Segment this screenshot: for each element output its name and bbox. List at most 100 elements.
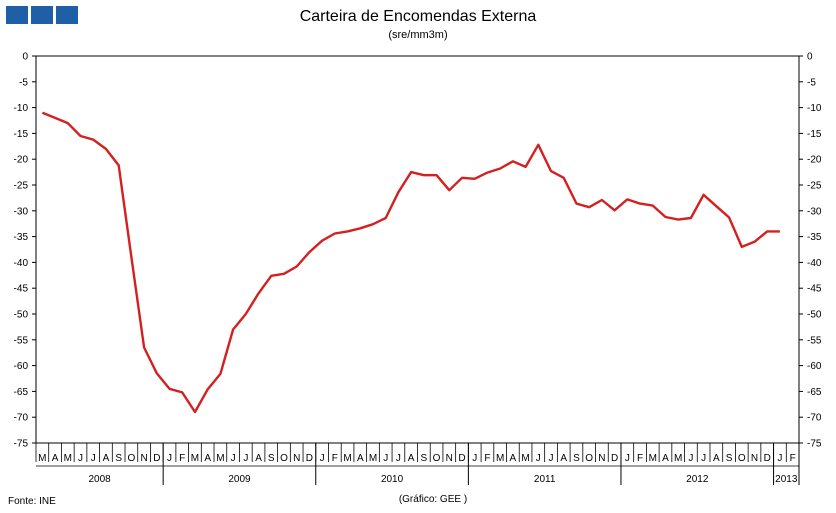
x-year-label: 2013 [775, 474, 798, 485]
x-month-label: A [255, 453, 262, 464]
y-tick-label-right: -10 [807, 103, 822, 114]
logo-square [6, 6, 28, 24]
x-month-label: M [38, 453, 46, 464]
x-year-label: 2012 [686, 474, 709, 485]
x-month-label: O [280, 453, 288, 464]
y-tick-label-left: -65 [14, 387, 29, 398]
x-month-label: S [268, 453, 275, 464]
x-month-label: M [191, 453, 199, 464]
chart-subtitle: (sre/mm3m) [388, 29, 448, 41]
x-month-label: M [64, 453, 72, 464]
x-month-label: A [560, 453, 567, 464]
x-month-label: J [167, 453, 172, 464]
y-tick-label-right: -35 [807, 232, 822, 243]
x-month-label: J [472, 453, 477, 464]
y-tick-label-left: -60 [14, 361, 29, 372]
x-month-label: N [293, 453, 300, 464]
x-month-label: D [306, 453, 313, 464]
x-month-label: O [433, 453, 441, 464]
y-tick-label-left: -10 [14, 103, 29, 114]
y-tick-label-right: -55 [807, 335, 822, 346]
x-month-label: S [726, 453, 733, 464]
y-tick-label-right: -25 [807, 181, 822, 192]
y-tick-label-left: -75 [14, 439, 29, 450]
chart-title: Carteira de Encomendas Externa [299, 8, 537, 25]
x-month-label: N [598, 453, 605, 464]
y-tick-label-left: -55 [14, 335, 29, 346]
x-month-label: F [484, 453, 490, 464]
y-tick-label-left: -5 [19, 77, 28, 88]
y-tick-label-right: -15 [807, 129, 822, 140]
y-tick-label-left: -50 [14, 310, 29, 321]
brand-logo [6, 6, 78, 24]
source-note: Fonte: INE [8, 496, 56, 507]
y-tick-label-left: 0 [22, 52, 28, 63]
y-tick-label-right: -75 [807, 439, 822, 450]
x-month-label: F [637, 453, 643, 464]
x-month-label: N [446, 453, 453, 464]
y-tick-label-right: -40 [807, 258, 822, 269]
y-tick-label-right: 0 [807, 52, 813, 63]
x-month-label: D [458, 453, 465, 464]
x-year-label: 2009 [228, 474, 251, 485]
x-month-label: D [764, 453, 771, 464]
x-month-label: M [216, 453, 224, 464]
x-month-label: O [738, 453, 746, 464]
x-month-label: M [369, 453, 377, 464]
x-month-label: S [421, 453, 428, 464]
y-tick-label-right: -20 [807, 155, 822, 166]
x-month-label: J [536, 453, 541, 464]
y-tick-label-right: -70 [807, 413, 822, 424]
x-month-label: J [549, 453, 554, 464]
x-month-label: J [383, 453, 388, 464]
x-month-label: F [332, 453, 338, 464]
x-month-label: A [713, 453, 720, 464]
x-year-label: 2008 [88, 474, 111, 485]
x-month-label: O [127, 453, 135, 464]
x-month-label: A [357, 453, 364, 464]
x-month-label: J [91, 453, 96, 464]
x-month-label: A [204, 453, 211, 464]
x-month-label: A [408, 453, 415, 464]
x-month-label: M [674, 453, 682, 464]
x-year-label: 2010 [381, 474, 404, 485]
x-month-label: S [573, 453, 580, 464]
x-month-label: J [320, 453, 325, 464]
x-month-label: J [396, 453, 401, 464]
y-tick-label-left: -25 [14, 181, 29, 192]
x-month-label: D [153, 453, 160, 464]
x-month-label: J [243, 453, 248, 464]
x-year-label: 2011 [534, 474, 556, 485]
plot-frame [35, 55, 800, 444]
y-tick-label-left: -15 [14, 129, 29, 140]
x-month-label: J [777, 453, 782, 464]
y-tick-label-right: -50 [807, 310, 822, 321]
series-line [41, 111, 780, 414]
y-tick-label-right: -60 [807, 361, 822, 372]
y-tick-label-left: -70 [14, 413, 29, 424]
y-tick-label-right: -5 [807, 77, 816, 88]
y-tick-label-left: -20 [14, 155, 29, 166]
y-tick-label-left: -40 [14, 258, 29, 269]
x-month-label: A [662, 453, 669, 464]
x-month-label: N [751, 453, 758, 464]
x-month-label: A [103, 453, 110, 464]
x-month-label: F [790, 453, 796, 464]
credit-note: (Gráfico: GEE ) [398, 494, 468, 505]
x-month-label: J [625, 453, 630, 464]
x-month-label: D [611, 453, 618, 464]
x-month-label: M [521, 453, 529, 464]
x-month-label: A [510, 453, 517, 464]
x-month-label: A [52, 453, 59, 464]
x-month-label: J [231, 453, 236, 464]
x-month-label: J [78, 453, 83, 464]
y-tick-label-left: -35 [14, 232, 29, 243]
x-month-label: M [649, 453, 657, 464]
y-tick-label-left: -45 [14, 284, 29, 295]
x-month-label: O [585, 453, 593, 464]
y-tick-label-left: -30 [14, 206, 29, 217]
logo-square [31, 6, 53, 24]
x-month-label: N [140, 453, 147, 464]
x-month-label: M [343, 453, 351, 464]
